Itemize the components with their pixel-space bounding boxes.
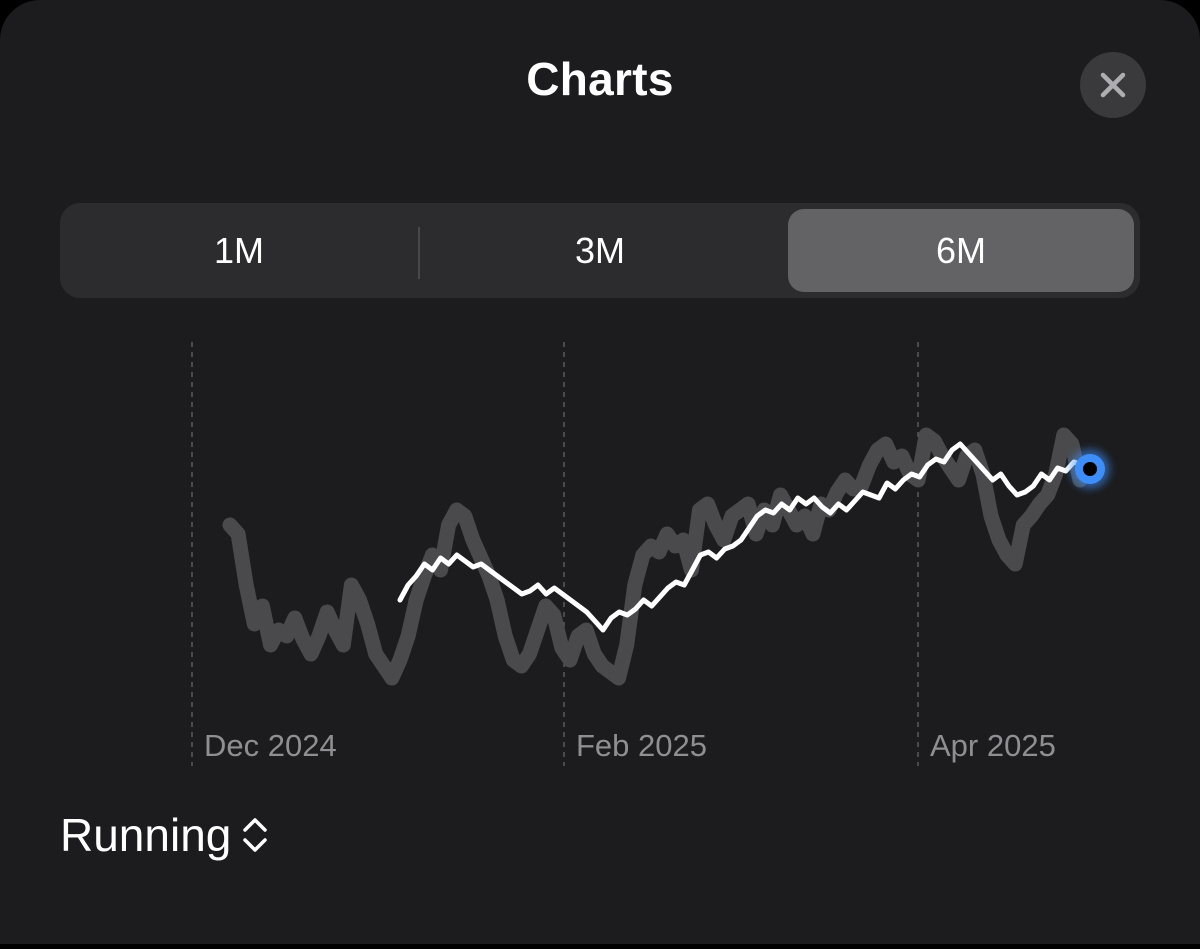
average-trend-line bbox=[397, 441, 1085, 633]
x-tick-label: Feb 2025 bbox=[576, 728, 707, 763]
current-point-center bbox=[1083, 462, 1097, 476]
xmark-icon bbox=[1100, 72, 1126, 98]
x-tick-label: Apr 2025 bbox=[930, 728, 1056, 763]
metric-picker-label: Running bbox=[60, 809, 232, 861]
x-tick-label: Dec 2024 bbox=[204, 728, 337, 763]
segment-divider bbox=[418, 227, 420, 279]
close-button[interactable] bbox=[1080, 52, 1146, 118]
metric-picker-button[interactable]: Running bbox=[60, 800, 269, 870]
trend-chart: Dec 2024 Feb 2025 Apr 2025 bbox=[0, 330, 1200, 775]
sheet-title: Charts bbox=[526, 53, 674, 105]
chevron-up-down-icon bbox=[241, 815, 269, 855]
raw-data-line bbox=[222, 427, 1088, 686]
time-range-segmented-control: 1M 3M 6M bbox=[60, 203, 1140, 298]
segment-1m[interactable]: 1M bbox=[213, 229, 264, 271]
segment-3m[interactable]: 3M bbox=[574, 229, 625, 271]
segment-6m[interactable]: 6M bbox=[788, 209, 1134, 292]
